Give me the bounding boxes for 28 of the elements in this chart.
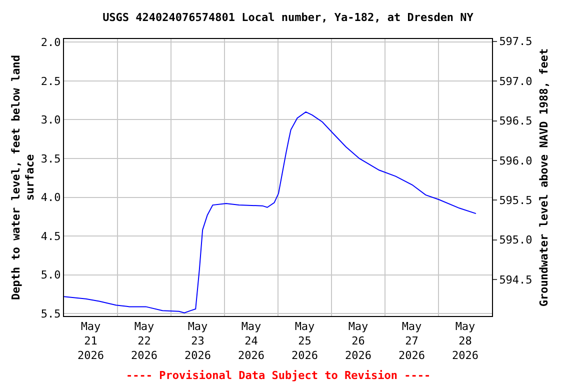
y-tick-label: 4.5 — [40, 230, 61, 243]
y-tick-label: 3.5 — [40, 152, 61, 166]
y-tick-label: 2.0 — [40, 36, 61, 49]
x-tick-label: May 22 2026 — [131, 320, 158, 362]
text: ---- Provisional Data Subject to Revision ---- — [126, 369, 431, 382]
x-tick-label: May 28 2026 — [452, 320, 478, 362]
y-tick-label: 5.5 — [40, 308, 61, 321]
x-tick-label: May 23 2026 — [184, 320, 211, 362]
y-axis-title: Depth to water level, feet below land surface — [9, 54, 37, 300]
y2-tick-label: 596.5 — [499, 114, 532, 128]
y-tick-label: 5.0 — [40, 268, 61, 282]
y-tick-label: 4.0 — [40, 191, 61, 204]
y2-axis-title: Groundwater level above NAVD 1988, feet — [538, 48, 551, 307]
y-tick-label: 3.0 — [40, 114, 61, 127]
y2-tick-label: 597.5 — [499, 35, 532, 48]
y2-tick-label: 595.0 — [499, 234, 532, 247]
x-tick-label: May 26 2026 — [345, 320, 372, 362]
chart-title: USGS 424024076574801 Local number, Ya-182, at Dresden NY — [102, 11, 474, 24]
x-tick-label: May 25 2026 — [292, 320, 318, 362]
x-tick-label: May 24 2026 — [238, 320, 264, 362]
y-tick-label: 2.5 — [40, 74, 61, 88]
y2-tick-label: 595.5 — [499, 194, 532, 207]
x-tick-label: May 27 2026 — [398, 320, 425, 362]
y2-tick-label: 594.5 — [499, 273, 532, 286]
line-series — [64, 111, 476, 314]
y2-tick-label: 596.0 — [499, 154, 532, 168]
y2-tick-label: 597.0 — [499, 74, 532, 88]
x-tick-label: May 21 2026 — [78, 320, 104, 362]
